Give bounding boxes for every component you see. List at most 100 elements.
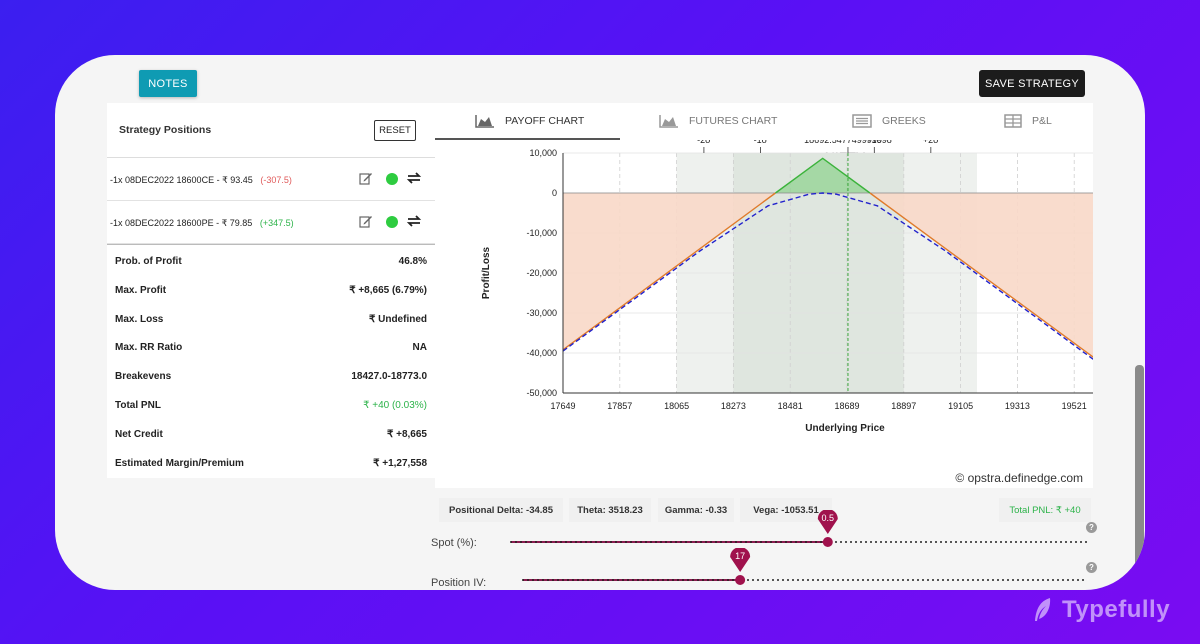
vega-value: Vega: -1053.51 bbox=[740, 498, 832, 522]
slider-tick bbox=[725, 541, 727, 543]
slider-tick bbox=[732, 579, 734, 581]
slider-tick bbox=[557, 579, 559, 581]
sigma-tick-label: +2σ bbox=[923, 140, 939, 145]
notes-button[interactable]: NOTES bbox=[139, 70, 197, 97]
slider-tick bbox=[592, 579, 594, 581]
tab-payoff-chart[interactable]: PAYOFF CHART bbox=[475, 103, 584, 139]
slider-tick bbox=[682, 579, 684, 581]
slider-tick bbox=[967, 579, 969, 581]
payoff-chart[interactable]: NIFTY10,0000-10,000-20,000-30,000-40,000… bbox=[435, 135, 1144, 465]
slider-tick bbox=[1047, 579, 1049, 581]
slider-tick bbox=[850, 541, 852, 543]
metric-value: 18427.0-18773.0 bbox=[351, 371, 427, 383]
chart-tabs: PAYOFF CHART FUTURES CHART GREEKS P&L bbox=[435, 103, 1093, 140]
y-tick-label: 0 bbox=[552, 188, 557, 198]
slider-tick bbox=[680, 541, 682, 543]
slider-tick bbox=[642, 579, 644, 581]
tab-futures-chart[interactable]: FUTURES CHART bbox=[659, 103, 777, 139]
position-row[interactable]: -1x 08DEC2022 18600PE - ₹ 79.85 (+347.5) bbox=[107, 201, 435, 244]
reset-button[interactable]: RESET bbox=[374, 120, 416, 141]
slider-tick bbox=[985, 541, 987, 543]
slider-tick bbox=[1085, 541, 1087, 543]
help-icon[interactable]: ? bbox=[1086, 562, 1097, 573]
slider-tick bbox=[1082, 579, 1084, 581]
y-axis-label: Profit/Loss bbox=[481, 246, 492, 299]
slider-tick bbox=[895, 541, 897, 543]
scrollbar[interactable] bbox=[1135, 365, 1144, 575]
position-text: -1x 08DEC2022 18600CE - ₹ 93.45 (-307.5) bbox=[110, 175, 292, 186]
list-icon bbox=[852, 114, 872, 128]
slider-tick bbox=[835, 541, 837, 543]
slider-tick bbox=[635, 541, 637, 543]
slider-tick bbox=[812, 579, 814, 581]
tab-label: FUTURES CHART bbox=[689, 115, 778, 127]
help-icon[interactable]: ? bbox=[1086, 522, 1097, 533]
tab-label: P&L bbox=[1032, 115, 1052, 127]
slider-tick bbox=[820, 541, 822, 543]
metric-value: NA bbox=[412, 342, 427, 354]
save-strategy-button[interactable]: SAVE STRATEGY bbox=[979, 70, 1085, 97]
slider-tick bbox=[767, 579, 769, 581]
slider-tick bbox=[567, 579, 569, 581]
status-dot-icon[interactable] bbox=[386, 173, 398, 185]
slider-tick bbox=[572, 579, 574, 581]
swap-icon[interactable] bbox=[406, 171, 422, 185]
position-text: -1x 08DEC2022 18600PE - ₹ 79.85 (+347.5) bbox=[110, 218, 294, 229]
sigma-tick-label: +1σ bbox=[866, 140, 882, 145]
position-iv-slider[interactable]: 17 bbox=[503, 548, 1091, 590]
slider-tick bbox=[862, 579, 864, 581]
slider-tick bbox=[995, 541, 997, 543]
slider-tick bbox=[1025, 541, 1027, 543]
slider-tick bbox=[1005, 541, 1007, 543]
slider-tick bbox=[520, 541, 522, 543]
slider-tick bbox=[577, 579, 579, 581]
theta-value: Theta: 3518.23 bbox=[569, 498, 651, 522]
sigma-tick-label: 18692.547749999998 bbox=[804, 140, 892, 145]
slider-tick bbox=[705, 541, 707, 543]
slider-tick bbox=[657, 579, 659, 581]
y-tick-label: -30,000 bbox=[526, 308, 557, 318]
slider-tick bbox=[922, 579, 924, 581]
slider-tick bbox=[547, 579, 549, 581]
slider-tick bbox=[900, 541, 902, 543]
status-dot-icon[interactable] bbox=[386, 216, 398, 228]
slider-tick bbox=[1030, 541, 1032, 543]
metrics-list: Prob. of Profit 46.8% Max. Profit ₹ +8,665… bbox=[107, 245, 435, 477]
x-axis-label: Underlying Price bbox=[805, 423, 885, 434]
positions-header: Strategy Positions RESET bbox=[107, 103, 435, 158]
swap-icon[interactable] bbox=[406, 214, 422, 228]
gamma-value: Gamma: -0.33 bbox=[658, 498, 734, 522]
tab-pnl[interactable]: P&L bbox=[1004, 103, 1052, 139]
position-pnl: (+347.5) bbox=[259, 218, 294, 228]
slider-tick bbox=[870, 541, 872, 543]
edit-icon[interactable] bbox=[359, 214, 373, 228]
metric-row: Max. Profit ₹ +8,665 (6.79%) bbox=[107, 276, 435, 305]
slider-tick bbox=[710, 541, 712, 543]
slider-tick bbox=[777, 579, 779, 581]
metric-label: Net Credit bbox=[115, 428, 163, 440]
table-icon bbox=[1004, 114, 1022, 128]
slider-tick bbox=[935, 541, 937, 543]
slider-value-marker bbox=[730, 548, 751, 572]
tab-greeks[interactable]: GREEKS bbox=[852, 103, 926, 139]
metric-row: Total PNL ₹ +40 (0.03%) bbox=[107, 391, 435, 420]
metric-row: Max. RR Ratio NA bbox=[107, 333, 435, 362]
slider-tick bbox=[965, 541, 967, 543]
slider-tick bbox=[540, 541, 542, 543]
y-tick-label: -10,000 bbox=[526, 228, 557, 238]
feather-icon bbox=[1035, 598, 1051, 621]
edit-icon[interactable] bbox=[359, 171, 373, 185]
spot-slider[interactable]: 0.5 bbox=[491, 510, 1091, 552]
slider-thumb[interactable] bbox=[822, 537, 833, 547]
slider-tick bbox=[890, 541, 892, 543]
slider-thumb[interactable] bbox=[735, 575, 746, 585]
slider-tick bbox=[970, 541, 972, 543]
slider-tick bbox=[937, 579, 939, 581]
slider-tick bbox=[1067, 579, 1069, 581]
position-row[interactable]: -1x 08DEC2022 18600CE - ₹ 93.45 (-307.5) bbox=[107, 158, 435, 201]
slider-tick bbox=[867, 579, 869, 581]
slider-tick bbox=[950, 541, 952, 543]
slider-value-label: 17 bbox=[735, 551, 745, 561]
slider-tick bbox=[990, 541, 992, 543]
slider-tick bbox=[600, 541, 602, 543]
